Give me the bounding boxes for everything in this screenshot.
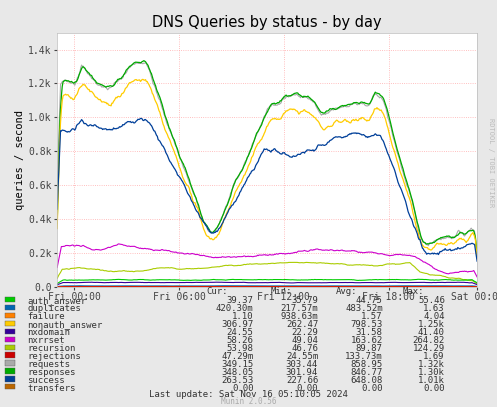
Text: Max:: Max: [403,287,424,296]
Text: 133.73m: 133.73m [345,352,383,361]
Text: 1.63: 1.63 [423,304,445,313]
Text: 49.04: 49.04 [291,336,318,345]
Text: 349.15: 349.15 [221,360,253,369]
Text: 0.00: 0.00 [297,384,318,393]
Text: duplicates: duplicates [27,304,81,313]
Text: 1.57: 1.57 [361,312,383,322]
Text: 55.46: 55.46 [418,296,445,306]
Text: requests: requests [27,360,71,369]
Text: nxdomain: nxdomain [27,328,71,337]
Text: Last update: Sat Nov 16 05:10:05 2024: Last update: Sat Nov 16 05:10:05 2024 [149,390,348,400]
Text: 263.53: 263.53 [221,376,253,385]
Text: 0.00: 0.00 [232,384,253,393]
Text: 163.62: 163.62 [350,336,383,345]
Text: 1.10: 1.10 [232,312,253,322]
Text: 1.32k: 1.32k [418,360,445,369]
Text: 938.63m: 938.63m [280,312,318,322]
Text: 46.76: 46.76 [291,344,318,353]
Text: 227.66: 227.66 [286,376,318,385]
Text: 262.47: 262.47 [286,320,318,329]
Text: 35.79: 35.79 [291,296,318,306]
Text: rejections: rejections [27,352,81,361]
Text: recursion: recursion [27,344,76,353]
Text: 798.53: 798.53 [350,320,383,329]
Y-axis label: queries / second: queries / second [15,110,25,210]
Text: 217.57m: 217.57m [280,304,318,313]
Text: 306.97: 306.97 [221,320,253,329]
Text: 47.29m: 47.29m [221,352,253,361]
Text: RDTOOL / TOBI OETIKER: RDTOOL / TOBI OETIKER [488,118,494,208]
Text: 264.82: 264.82 [413,336,445,345]
Text: 89.87: 89.87 [356,344,383,353]
Title: DNS Queries by status - by day: DNS Queries by status - by day [152,15,382,30]
Text: 0.00: 0.00 [423,384,445,393]
Text: 483.52m: 483.52m [345,304,383,313]
Text: 22.29: 22.29 [291,328,318,337]
Text: Avg:: Avg: [335,287,357,296]
Text: 0.00: 0.00 [361,384,383,393]
Text: 44.75: 44.75 [356,296,383,306]
Text: 58.26: 58.26 [227,336,253,345]
Text: transfers: transfers [27,384,76,393]
Text: Min:: Min: [271,287,292,296]
Text: 348.05: 348.05 [221,368,253,377]
Text: 1.25k: 1.25k [418,320,445,329]
Text: responses: responses [27,368,76,377]
Text: nonauth_answer: nonauth_answer [27,320,102,329]
Text: 53.98: 53.98 [227,344,253,353]
Text: auth_answer: auth_answer [27,296,86,306]
Text: 24.55: 24.55 [227,328,253,337]
Text: 648.08: 648.08 [350,376,383,385]
Text: 858.95: 858.95 [350,360,383,369]
Text: 4.04: 4.04 [423,312,445,322]
Text: nxrrset: nxrrset [27,336,65,345]
Text: 1.30k: 1.30k [418,368,445,377]
Text: 420.30m: 420.30m [216,304,253,313]
Text: 41.40: 41.40 [418,328,445,337]
Text: 1.69: 1.69 [423,352,445,361]
Text: 124.29: 124.29 [413,344,445,353]
Text: Munin 2.0.56: Munin 2.0.56 [221,397,276,406]
Text: 31.58: 31.58 [356,328,383,337]
Text: 1.01k: 1.01k [418,376,445,385]
Text: 303.44: 303.44 [286,360,318,369]
Text: 24.55m: 24.55m [286,352,318,361]
Text: 846.77: 846.77 [350,368,383,377]
Text: 39.37: 39.37 [227,296,253,306]
Text: Cur:: Cur: [206,287,228,296]
Text: failure: failure [27,312,65,322]
Text: success: success [27,376,65,385]
Text: 301.94: 301.94 [286,368,318,377]
